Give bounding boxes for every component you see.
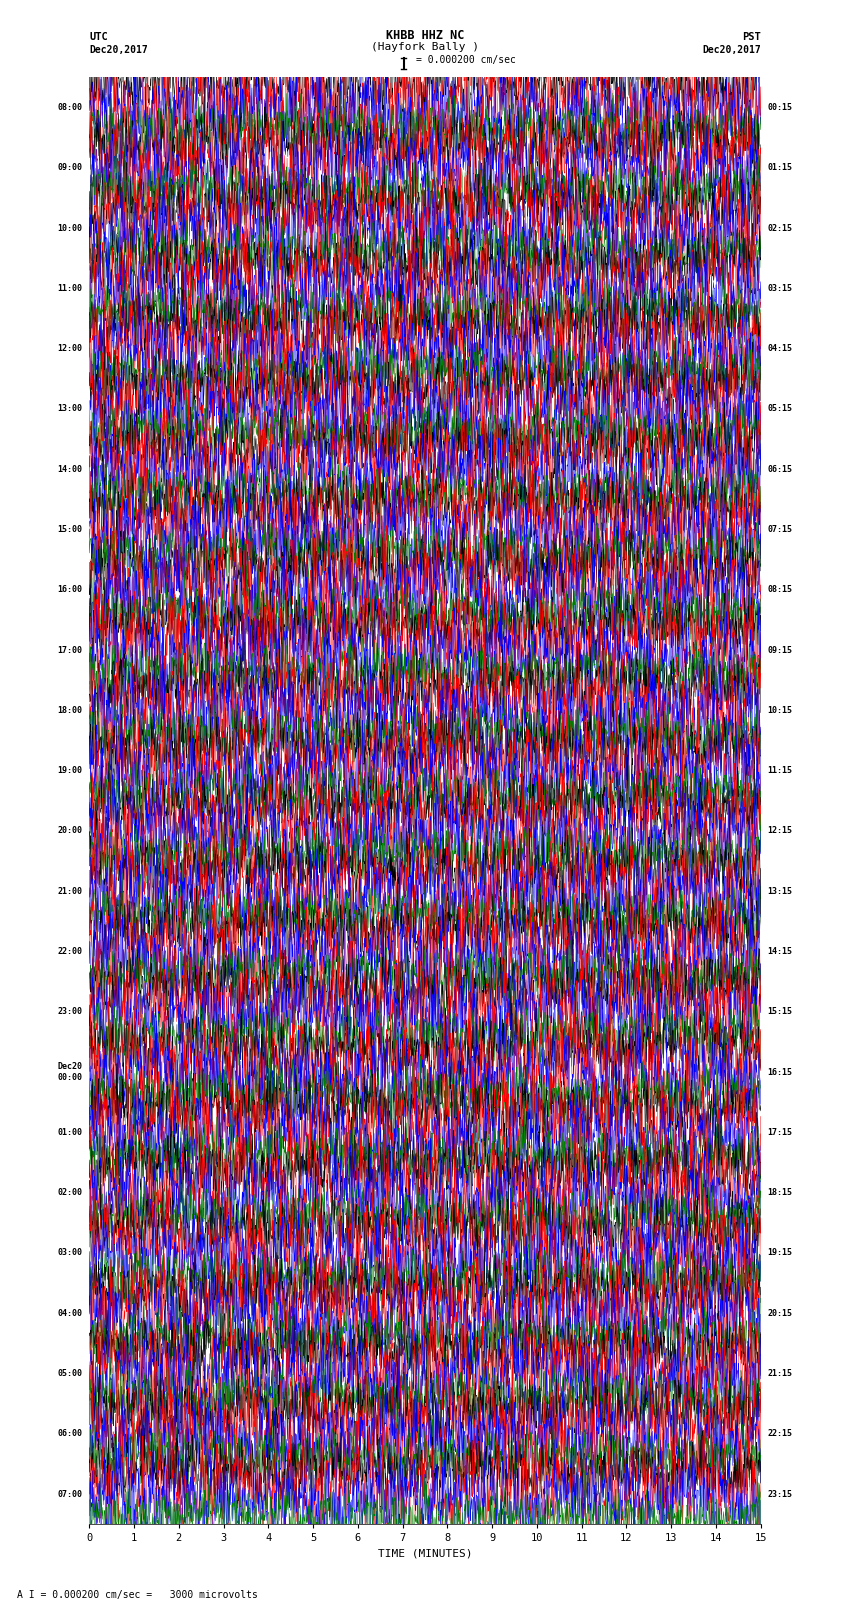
Text: Dec20
00:00: Dec20 00:00: [58, 1063, 82, 1082]
Text: 22:00: 22:00: [58, 947, 82, 957]
Text: 09:15: 09:15: [768, 645, 792, 655]
Text: 21:00: 21:00: [58, 887, 82, 895]
Text: 17:00: 17:00: [58, 645, 82, 655]
Text: 00:15: 00:15: [768, 103, 792, 111]
Text: 10:00: 10:00: [58, 224, 82, 232]
Text: 01:00: 01:00: [58, 1127, 82, 1137]
Text: = 0.000200 cm/sec: = 0.000200 cm/sec: [416, 55, 516, 65]
Text: 05:15: 05:15: [768, 405, 792, 413]
Text: 18:00: 18:00: [58, 706, 82, 715]
Text: 23:00: 23:00: [58, 1008, 82, 1016]
Text: 06:00: 06:00: [58, 1429, 82, 1439]
Text: 03:00: 03:00: [58, 1248, 82, 1258]
Text: 12:00: 12:00: [58, 344, 82, 353]
Text: 16:00: 16:00: [58, 586, 82, 594]
Text: PST: PST: [742, 32, 761, 42]
Text: 23:15: 23:15: [768, 1490, 792, 1498]
Text: 21:15: 21:15: [768, 1369, 792, 1378]
Text: 10:15: 10:15: [768, 706, 792, 715]
Text: 20:15: 20:15: [768, 1308, 792, 1318]
Text: 15:15: 15:15: [768, 1008, 792, 1016]
Text: 07:00: 07:00: [58, 1490, 82, 1498]
Text: 12:15: 12:15: [768, 826, 792, 836]
Text: 13:15: 13:15: [768, 887, 792, 895]
Text: 15:00: 15:00: [58, 526, 82, 534]
Text: 08:15: 08:15: [768, 586, 792, 594]
Text: 14:00: 14:00: [58, 465, 82, 474]
Text: 06:15: 06:15: [768, 465, 792, 474]
Text: Dec20,2017: Dec20,2017: [89, 45, 148, 55]
Text: UTC: UTC: [89, 32, 108, 42]
Text: A I = 0.000200 cm/sec =   3000 microvolts: A I = 0.000200 cm/sec = 3000 microvolts: [17, 1590, 258, 1600]
Text: 04:15: 04:15: [768, 344, 792, 353]
Text: 20:00: 20:00: [58, 826, 82, 836]
Text: 13:00: 13:00: [58, 405, 82, 413]
Text: Dec20,2017: Dec20,2017: [702, 45, 761, 55]
Text: 16:15: 16:15: [768, 1068, 792, 1076]
Text: KHBB HHZ NC: KHBB HHZ NC: [386, 29, 464, 42]
Text: 07:15: 07:15: [768, 526, 792, 534]
Text: 18:15: 18:15: [768, 1189, 792, 1197]
Text: 11:15: 11:15: [768, 766, 792, 776]
Text: 05:00: 05:00: [58, 1369, 82, 1378]
Text: 19:15: 19:15: [768, 1248, 792, 1258]
Text: 02:15: 02:15: [768, 224, 792, 232]
Text: 08:00: 08:00: [58, 103, 82, 111]
Text: 14:15: 14:15: [768, 947, 792, 957]
Text: 22:15: 22:15: [768, 1429, 792, 1439]
X-axis label: TIME (MINUTES): TIME (MINUTES): [377, 1548, 473, 1558]
Text: 19:00: 19:00: [58, 766, 82, 776]
Text: 11:00: 11:00: [58, 284, 82, 294]
Text: 03:15: 03:15: [768, 284, 792, 294]
Text: 01:15: 01:15: [768, 163, 792, 173]
Text: (Hayfork Bally ): (Hayfork Bally ): [371, 42, 479, 52]
Text: 17:15: 17:15: [768, 1127, 792, 1137]
Text: 04:00: 04:00: [58, 1308, 82, 1318]
Text: 09:00: 09:00: [58, 163, 82, 173]
Text: 02:00: 02:00: [58, 1189, 82, 1197]
